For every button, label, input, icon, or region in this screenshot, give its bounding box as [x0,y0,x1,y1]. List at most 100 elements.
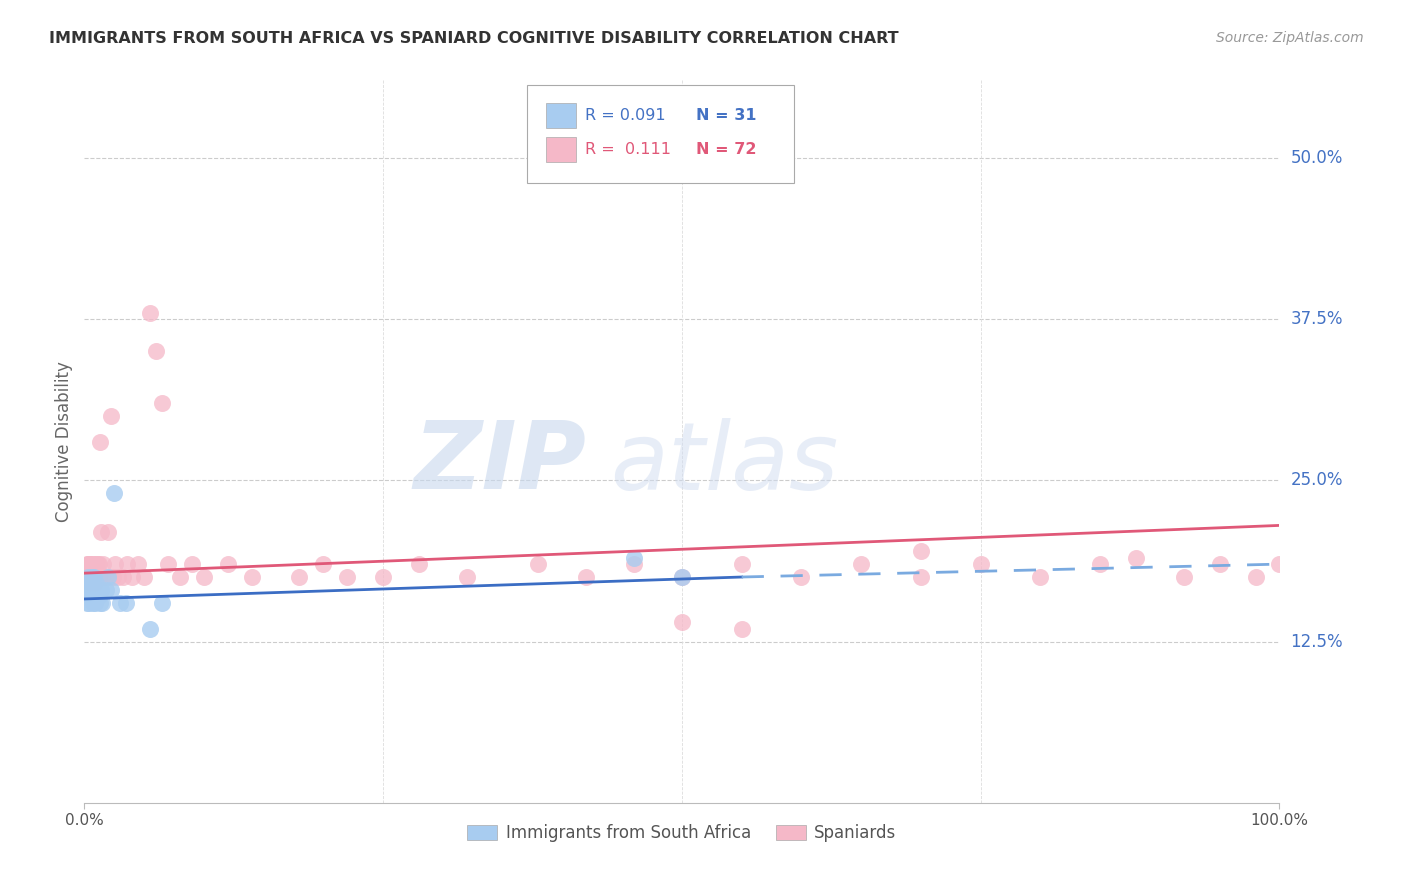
Point [82,596,104,610]
Point [86,582,108,597]
Point [373,570,395,584]
Point [157,557,180,571]
Point [169,570,191,584]
Point [671,570,693,584]
Point [1029,570,1052,584]
Point [90,524,112,539]
Text: 50.0%: 50.0% [1291,149,1343,167]
Point [87,590,110,604]
Text: ZIP: ZIP [413,417,586,509]
Point [671,570,693,584]
Point [110,596,132,610]
Point [336,570,359,584]
Point [790,570,813,584]
Point [671,615,693,630]
Point [1090,557,1112,571]
Point [87,570,110,584]
Point [104,557,127,571]
Point [115,596,138,610]
Point [84,564,107,578]
Point [240,570,263,584]
Point [731,622,754,636]
Point [86,570,108,584]
Point [82,570,104,584]
Point [90,582,112,597]
Point [77,582,100,597]
Point [80,582,103,597]
Point [527,557,550,571]
Point [83,570,105,584]
Point [79,576,101,591]
Point [89,596,111,610]
Point [76,570,98,584]
Point [623,557,645,571]
Point [77,570,100,584]
Point [456,570,478,584]
Point [79,590,101,604]
Text: N = 72: N = 72 [696,143,756,157]
Point [1209,557,1232,571]
Point [89,434,111,449]
Point [623,550,645,565]
Point [107,570,129,584]
Point [83,570,105,584]
Point [80,557,103,571]
Point [575,570,598,584]
Point [84,596,107,610]
Point [150,396,173,410]
Text: 12.5%: 12.5% [1291,632,1343,650]
Y-axis label: Cognitive Disability: Cognitive Disability [55,361,73,522]
Point [94,570,117,584]
Text: N = 31: N = 31 [696,108,756,122]
Point [145,344,167,359]
Point [1268,557,1291,571]
Point [83,590,105,604]
Point [139,305,162,319]
Point [312,557,335,571]
Point [77,557,100,571]
Point [91,570,114,584]
Point [408,557,430,571]
Point [731,557,754,571]
Point [117,557,139,571]
Point [1125,550,1147,565]
Point [76,596,98,610]
Point [87,557,110,571]
Point [77,570,100,584]
Point [97,524,120,539]
Point [80,570,103,584]
Point [77,576,100,591]
Point [851,557,873,571]
Point [100,582,122,597]
Point [86,557,108,571]
Point [101,570,124,584]
Point [910,570,932,584]
Point [288,570,311,584]
Point [121,570,143,584]
Point [217,557,239,571]
Point [77,570,100,584]
Point [970,557,993,571]
Point [150,596,173,610]
Point [910,544,932,558]
Point [139,622,162,636]
Point [86,576,108,591]
Point [82,564,104,578]
Text: R = 0.091: R = 0.091 [585,108,665,122]
Text: atlas: atlas [610,417,838,508]
Point [82,582,104,597]
Text: 37.5%: 37.5% [1291,310,1343,328]
Text: Source: ZipAtlas.com: Source: ZipAtlas.com [1216,31,1364,45]
Point [181,557,204,571]
Point [103,486,125,500]
Point [97,570,120,584]
Point [79,557,101,571]
Point [132,570,156,584]
Point [79,564,101,578]
Point [93,557,115,571]
Point [86,557,108,571]
Point [1244,570,1267,584]
Point [91,596,114,610]
Point [127,557,149,571]
Text: 25.0%: 25.0% [1291,471,1343,489]
